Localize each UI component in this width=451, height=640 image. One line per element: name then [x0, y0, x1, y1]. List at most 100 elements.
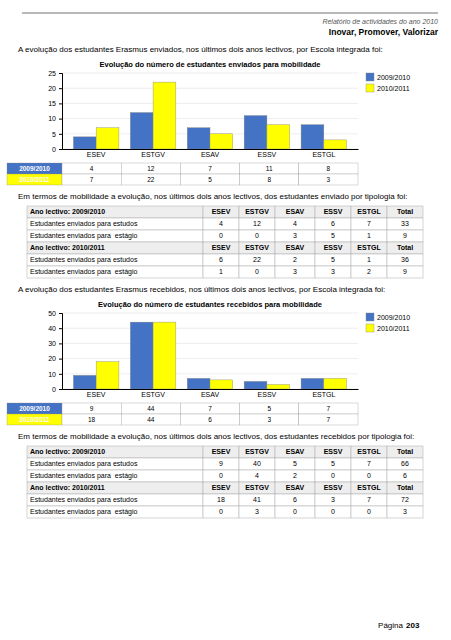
paragraph: Em termos de mobilidade a evolução, nos …	[18, 432, 414, 441]
tick-mark	[59, 119, 62, 120]
doc-table: Ano lectivo: 2009/2010ESEVESTGVESAVESSVE…	[27, 206, 423, 278]
paragraph-line: A evolução dos estudantes Erasmus enviad…	[18, 45, 383, 54]
table-cell	[315, 494, 351, 506]
cell-text: Estudantes enviados para estudos	[30, 220, 138, 228]
axis-line	[59, 314, 63, 390]
table-cell	[239, 494, 275, 506]
table-cell	[387, 494, 423, 506]
cell-text: 72	[401, 496, 409, 503]
cell-text: Estudantes enviados para estudos	[30, 460, 138, 468]
doc-table: Ano lectivo: 2009/2010ESEVESTGVESAVESSVE…	[27, 446, 423, 518]
header-cell	[387, 446, 423, 458]
paragraph: A evolução dos estudantes Erasmus enviad…	[18, 45, 383, 54]
header-cell	[315, 482, 351, 494]
header-cell	[351, 242, 387, 254]
cell-text: 7	[367, 220, 371, 227]
table-cell	[387, 458, 423, 470]
tick-mark	[59, 149, 62, 150]
footer-label: Página	[378, 621, 403, 630]
cell-text: 6	[331, 220, 335, 227]
cell-text: 1	[367, 256, 371, 263]
grid	[62, 73, 358, 149]
header-text: ESSV	[324, 244, 343, 251]
header-rule	[22, 13, 438, 14]
cell-text: 6	[219, 256, 223, 263]
grid-line	[62, 88, 358, 89]
cell-text: 12	[253, 220, 261, 227]
cell-text: 0	[255, 232, 259, 239]
header-text: Total	[397, 448, 413, 455]
cell-text: 0	[367, 472, 371, 479]
tick-label: ESEV	[87, 151, 106, 158]
tick-label: ESTGL	[312, 391, 335, 398]
header-text: ESEV	[212, 484, 231, 491]
bar	[187, 378, 210, 389]
header-cell	[27, 482, 203, 494]
header: Relatório de actividades do ano 2010	[322, 18, 438, 25]
header-cell	[275, 446, 315, 458]
x-tick: ESSV	[258, 391, 277, 398]
y-tick: 25	[48, 70, 62, 77]
table-cell	[180, 403, 239, 414]
header-text: ESAV	[286, 448, 305, 455]
table-cell	[387, 266, 423, 278]
table-cell	[180, 414, 239, 425]
tick-label: 30	[48, 340, 56, 347]
table-cell	[351, 266, 387, 278]
tick-mark	[59, 374, 62, 375]
table-cell	[239, 218, 275, 230]
cell-text: 0	[219, 232, 223, 239]
header-cell	[203, 242, 239, 254]
tick-mark	[59, 313, 62, 314]
header-cell	[387, 242, 423, 254]
cell-text: 6	[403, 472, 407, 479]
bar	[153, 82, 176, 149]
bar	[301, 378, 324, 389]
table-value: 6	[208, 416, 212, 423]
table-cell	[121, 174, 180, 185]
table-cell	[275, 506, 315, 518]
header-text: ESEV	[212, 448, 231, 455]
header-cell	[315, 242, 351, 254]
bar	[96, 362, 119, 389]
table-cell	[239, 266, 275, 278]
chart-title: Evolução do número de estudantes recebid…	[98, 300, 322, 309]
table-cell	[203, 506, 239, 518]
page: Relatório de actividades do ano 2010Inov…	[0, 0, 451, 640]
table-cell	[299, 414, 358, 425]
cell-text: 2	[293, 256, 297, 263]
paragraph-line: Em termos de mobilidade a evolução, nos …	[18, 432, 414, 441]
table-cell	[203, 266, 239, 278]
grid-line	[62, 103, 358, 104]
table-value: 7	[90, 176, 94, 183]
header-text: ESTGL	[357, 244, 381, 251]
table-cell	[351, 506, 387, 518]
cell-text: 9	[219, 460, 223, 467]
cell-text: 9	[403, 232, 407, 239]
header-cell	[315, 206, 351, 218]
table-cell	[387, 254, 423, 266]
table-cell	[180, 163, 239, 174]
x-tick: ESTGL	[312, 391, 335, 398]
table-cell	[299, 174, 358, 185]
bar	[210, 134, 233, 149]
tick-label: ESSV	[258, 151, 277, 158]
paragraph: A evolução dos estudantes Erasmus recebi…	[18, 285, 385, 294]
cell-text: Estudantes enviados para estudos	[30, 496, 138, 504]
bar	[244, 381, 267, 389]
legend-swatch	[366, 313, 374, 321]
table-row-label-cell	[7, 163, 62, 174]
bar	[210, 380, 233, 389]
table-cell	[239, 458, 275, 470]
bars	[73, 322, 346, 389]
cell-text: 5	[331, 232, 335, 239]
bar	[130, 322, 153, 389]
cell-text: 0	[293, 508, 297, 515]
table-cell	[275, 266, 315, 278]
table-cell	[351, 254, 387, 266]
table-cell	[62, 163, 121, 174]
table-value: 18	[88, 416, 96, 423]
header-cell	[315, 446, 351, 458]
header-cell	[203, 446, 239, 458]
tick-label: 25	[48, 70, 56, 77]
